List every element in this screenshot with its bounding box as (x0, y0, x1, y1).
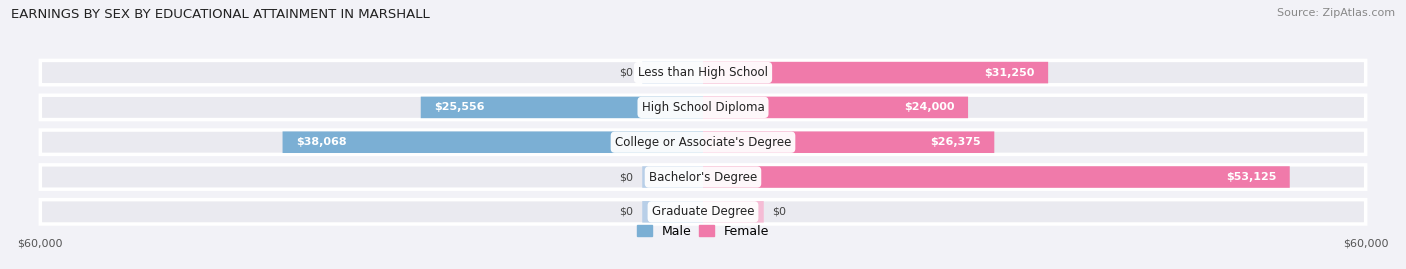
FancyBboxPatch shape (703, 132, 994, 153)
Text: $25,556: $25,556 (434, 102, 485, 112)
Text: $0: $0 (620, 172, 634, 182)
FancyBboxPatch shape (703, 201, 763, 223)
Text: $53,125: $53,125 (1226, 172, 1277, 182)
Text: EARNINGS BY SEX BY EDUCATIONAL ATTAINMENT IN MARSHALL: EARNINGS BY SEX BY EDUCATIONAL ATTAINMEN… (11, 8, 430, 21)
FancyBboxPatch shape (283, 132, 703, 153)
Text: $26,375: $26,375 (931, 137, 981, 147)
Text: $31,250: $31,250 (984, 68, 1035, 77)
FancyBboxPatch shape (643, 201, 703, 223)
Text: Bachelor's Degree: Bachelor's Degree (650, 171, 756, 183)
FancyBboxPatch shape (703, 62, 1047, 83)
Text: $0: $0 (620, 68, 634, 77)
FancyBboxPatch shape (41, 130, 1365, 154)
FancyBboxPatch shape (41, 95, 1365, 120)
FancyBboxPatch shape (420, 97, 703, 118)
FancyBboxPatch shape (41, 200, 1365, 224)
FancyBboxPatch shape (703, 166, 1289, 188)
Text: Source: ZipAtlas.com: Source: ZipAtlas.com (1277, 8, 1395, 18)
FancyBboxPatch shape (643, 166, 703, 188)
Text: $38,068: $38,068 (295, 137, 346, 147)
Text: $0: $0 (772, 207, 786, 217)
FancyBboxPatch shape (41, 61, 1365, 85)
FancyBboxPatch shape (41, 165, 1365, 189)
Text: Graduate Degree: Graduate Degree (652, 205, 754, 218)
Text: $0: $0 (620, 207, 634, 217)
Text: $24,000: $24,000 (904, 102, 955, 112)
Legend: Male, Female: Male, Female (631, 220, 775, 243)
FancyBboxPatch shape (703, 97, 969, 118)
Text: College or Associate's Degree: College or Associate's Degree (614, 136, 792, 149)
Text: High School Diploma: High School Diploma (641, 101, 765, 114)
FancyBboxPatch shape (643, 62, 703, 83)
Text: Less than High School: Less than High School (638, 66, 768, 79)
